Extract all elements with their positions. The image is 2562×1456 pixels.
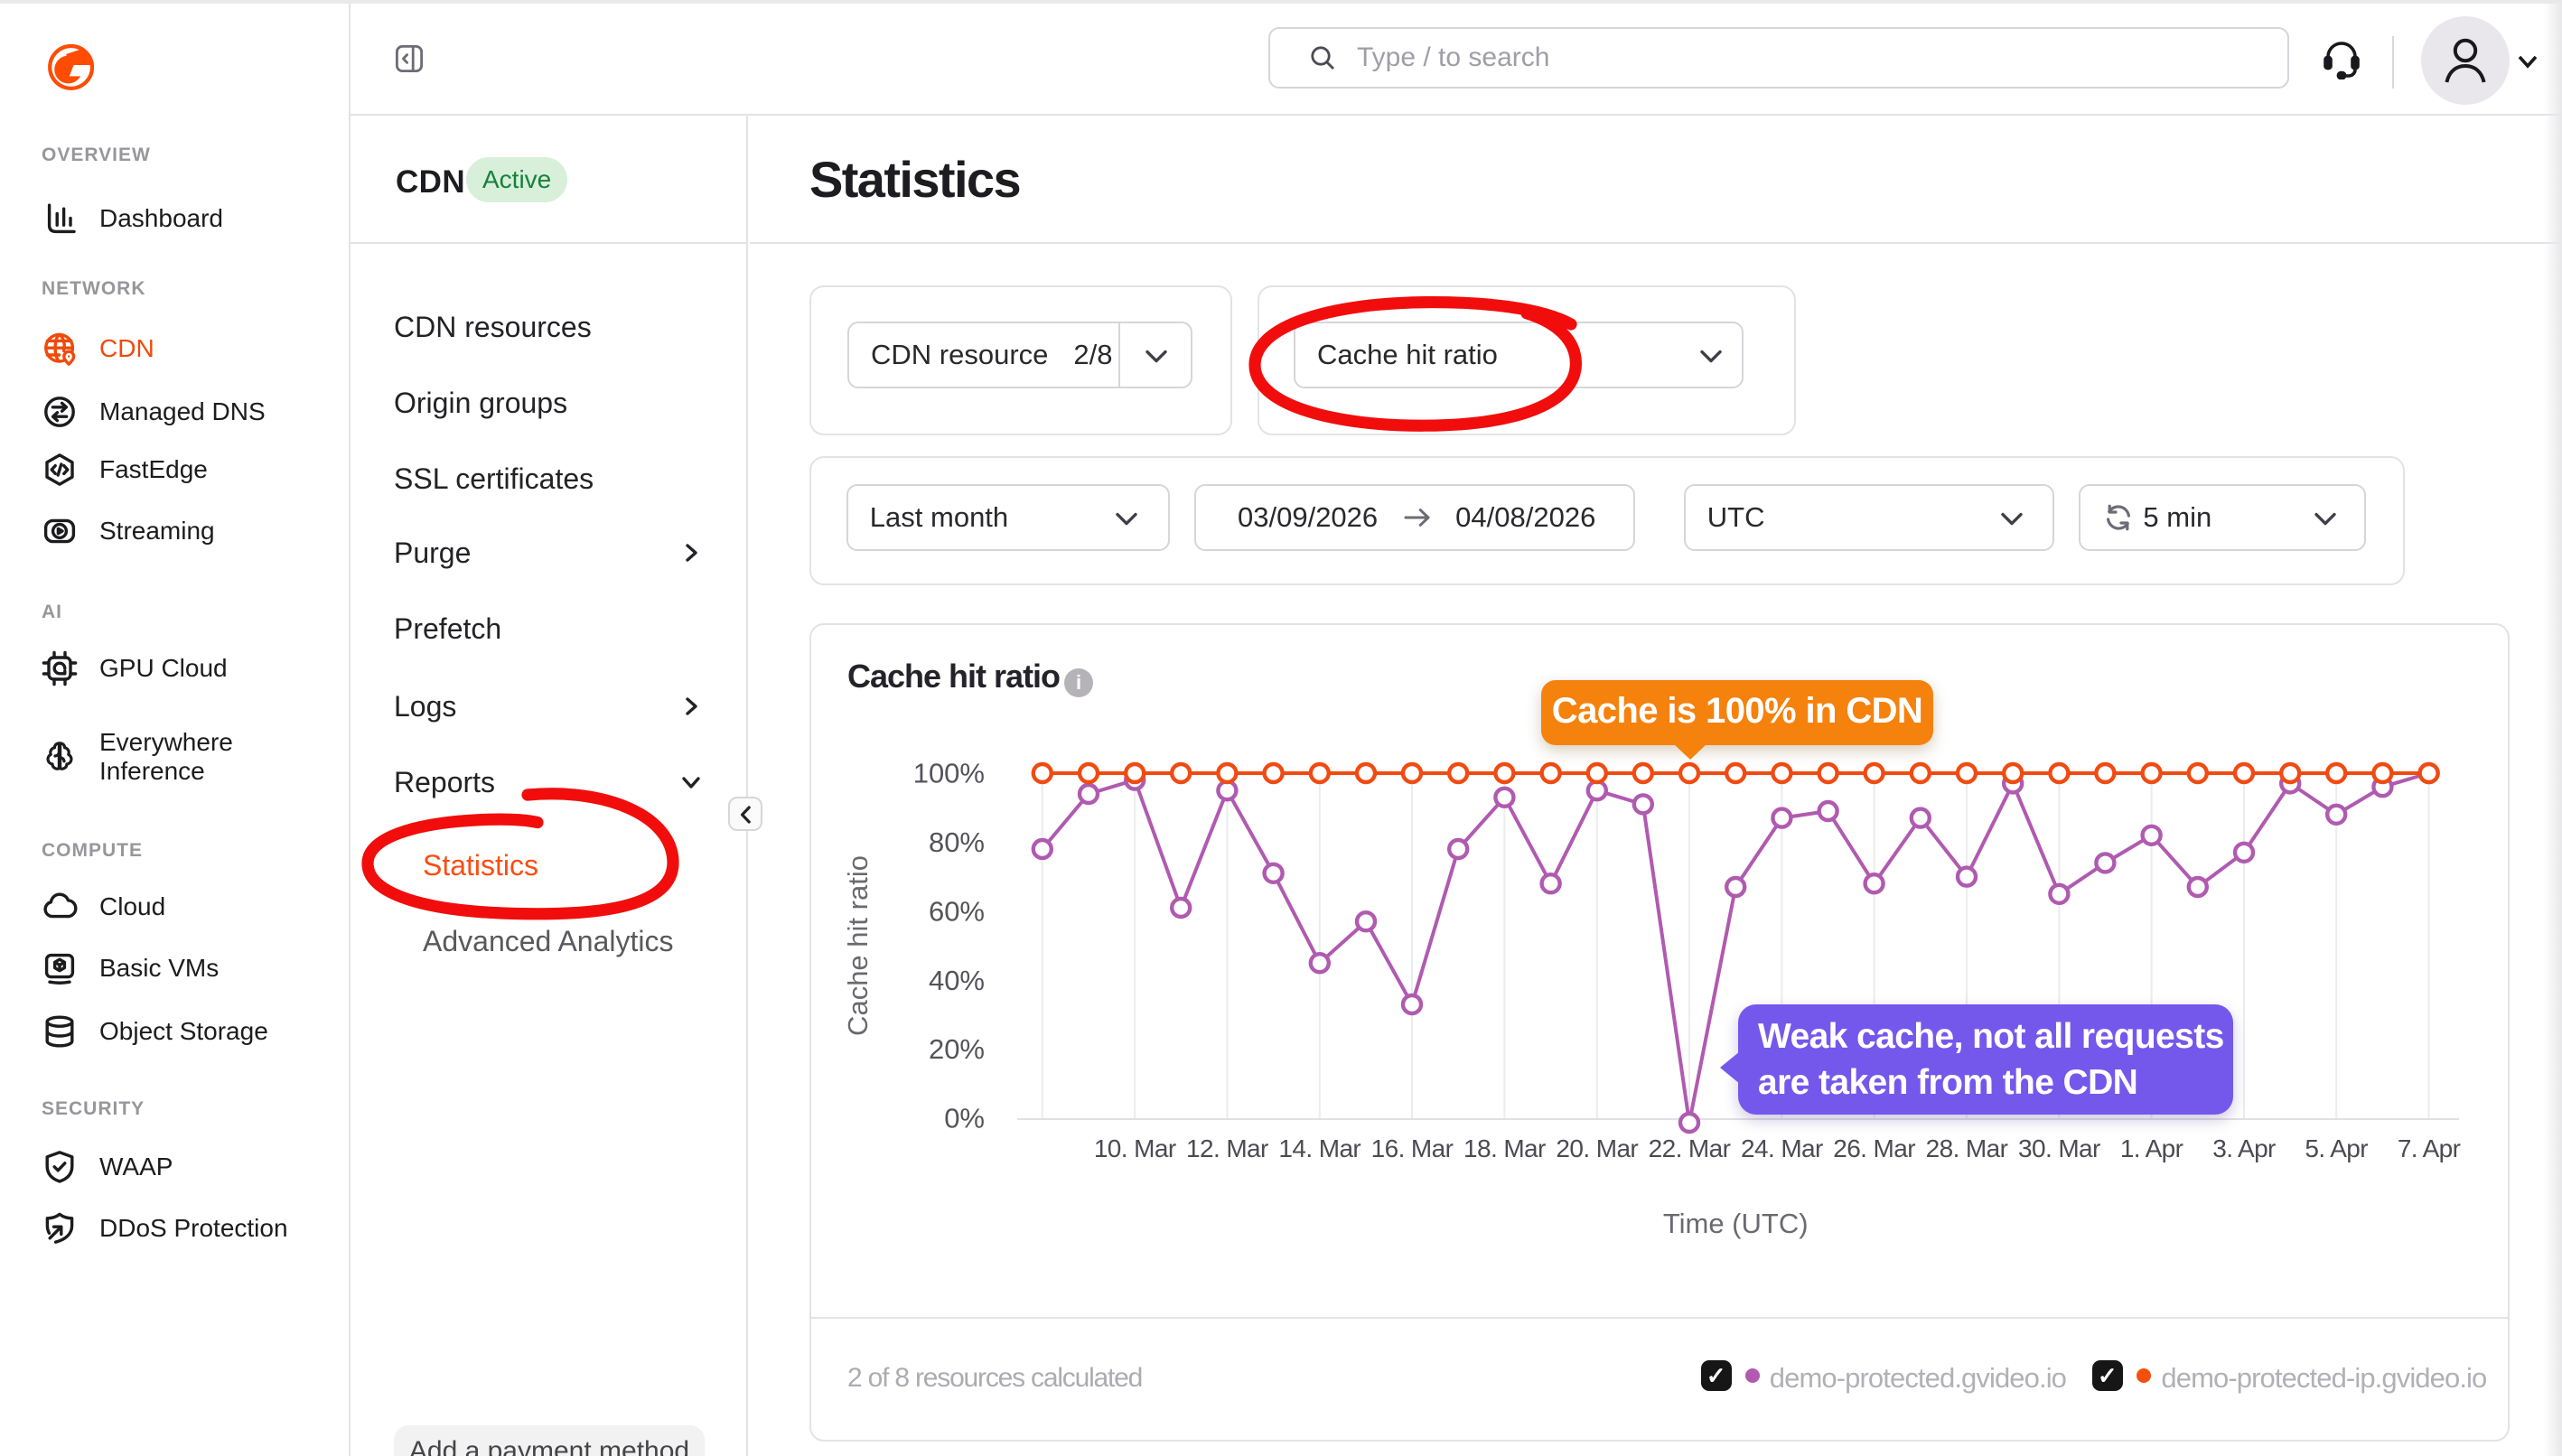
svg-text:5. Apr: 5. Apr xyxy=(2305,1134,2368,1162)
svg-text:14. Mar: 14. Mar xyxy=(1278,1134,1360,1162)
svg-text:28. Mar: 28. Mar xyxy=(1926,1134,2008,1162)
svg-text:26. Mar: 26. Mar xyxy=(1833,1134,1915,1162)
svg-text:80%: 80% xyxy=(929,826,985,858)
svg-text:24. Mar: 24. Mar xyxy=(1741,1134,1823,1162)
svg-text:16. Mar: 16. Mar xyxy=(1371,1134,1454,1162)
svg-text:100%: 100% xyxy=(913,758,985,789)
svg-text:Time (UTC): Time (UTC) xyxy=(1663,1208,1809,1239)
svg-text:20%: 20% xyxy=(929,1033,985,1065)
svg-text:18. Mar: 18. Mar xyxy=(1463,1134,1546,1162)
svg-text:20. Mar: 20. Mar xyxy=(1556,1134,1638,1162)
svg-text:30. Mar: 30. Mar xyxy=(2018,1134,2100,1162)
svg-text:12. Mar: 12. Mar xyxy=(1186,1134,1268,1162)
svg-text:0%: 0% xyxy=(944,1103,985,1134)
svg-text:22. Mar: 22. Mar xyxy=(1649,1134,1731,1162)
svg-text:1. Apr: 1. Apr xyxy=(2120,1134,2183,1162)
svg-text:40%: 40% xyxy=(929,965,985,996)
svg-text:7. Apr: 7. Apr xyxy=(2398,1134,2461,1162)
svg-text:10. Mar: 10. Mar xyxy=(1094,1134,1176,1162)
svg-text:Cache hit ratio: Cache hit ratio xyxy=(842,855,874,1036)
svg-text:60%: 60% xyxy=(929,895,985,927)
svg-text:3. Apr: 3. Apr xyxy=(2212,1134,2276,1162)
